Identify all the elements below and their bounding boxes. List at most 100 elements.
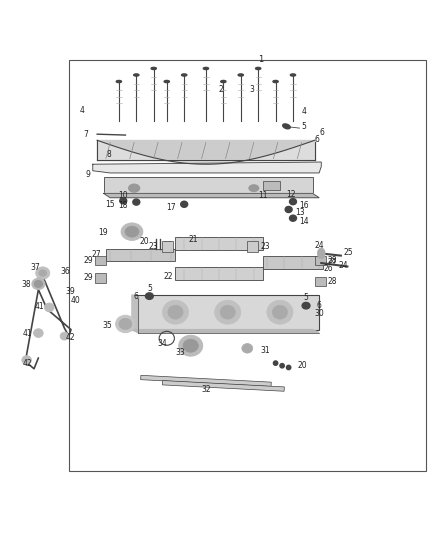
Ellipse shape <box>145 293 153 300</box>
Text: 13: 13 <box>295 208 305 217</box>
Ellipse shape <box>272 305 288 319</box>
Ellipse shape <box>215 300 241 324</box>
Ellipse shape <box>283 124 290 129</box>
Text: 29: 29 <box>83 273 93 282</box>
Text: 3: 3 <box>249 85 254 94</box>
Text: 35: 35 <box>102 321 113 330</box>
Ellipse shape <box>183 339 198 352</box>
Text: 22: 22 <box>164 241 173 250</box>
Text: 15: 15 <box>105 200 115 209</box>
Text: 1: 1 <box>258 54 263 63</box>
Bar <box>247 241 258 252</box>
Text: 34: 34 <box>158 340 167 349</box>
Text: 41: 41 <box>23 329 33 338</box>
Bar <box>315 256 325 265</box>
Polygon shape <box>132 295 138 333</box>
Bar <box>69 60 426 471</box>
Text: 4: 4 <box>79 106 85 115</box>
Bar <box>106 249 176 261</box>
Bar <box>95 256 106 265</box>
Ellipse shape <box>273 80 278 83</box>
Ellipse shape <box>151 67 156 70</box>
Ellipse shape <box>34 329 43 337</box>
Ellipse shape <box>238 74 244 76</box>
Text: 33: 33 <box>175 348 185 357</box>
Text: 20: 20 <box>140 237 149 246</box>
Text: 21: 21 <box>188 235 198 244</box>
Text: 37: 37 <box>31 263 41 272</box>
Ellipse shape <box>255 67 261 70</box>
Ellipse shape <box>285 206 292 213</box>
Text: 27: 27 <box>92 251 102 259</box>
Ellipse shape <box>121 223 143 240</box>
Ellipse shape <box>134 74 139 76</box>
Circle shape <box>280 364 284 368</box>
Ellipse shape <box>318 248 325 259</box>
Bar <box>132 295 319 329</box>
Text: 39: 39 <box>66 287 75 296</box>
Circle shape <box>273 361 278 365</box>
Text: 36: 36 <box>60 267 70 276</box>
Text: 23: 23 <box>148 243 158 252</box>
Bar <box>176 237 262 250</box>
Ellipse shape <box>119 318 132 329</box>
Text: 22: 22 <box>164 272 173 280</box>
Ellipse shape <box>203 67 208 70</box>
Text: 42: 42 <box>66 333 75 342</box>
Bar <box>315 277 325 286</box>
Polygon shape <box>93 162 321 173</box>
Ellipse shape <box>60 332 69 340</box>
Text: 24: 24 <box>339 261 348 270</box>
Ellipse shape <box>45 303 54 312</box>
Ellipse shape <box>242 344 253 353</box>
Text: 6: 6 <box>315 135 320 144</box>
Text: 25: 25 <box>343 248 353 256</box>
Text: 9: 9 <box>86 169 91 179</box>
Ellipse shape <box>290 199 297 205</box>
Ellipse shape <box>220 305 235 319</box>
Text: 24: 24 <box>314 241 324 250</box>
Text: 41: 41 <box>35 302 44 311</box>
Ellipse shape <box>120 198 127 204</box>
Bar <box>262 181 280 190</box>
Ellipse shape <box>302 302 310 309</box>
Text: 6: 6 <box>317 301 322 310</box>
Text: 30: 30 <box>315 309 325 318</box>
Bar <box>95 273 106 282</box>
Text: 5: 5 <box>147 284 152 293</box>
Ellipse shape <box>133 199 140 205</box>
Ellipse shape <box>162 300 188 324</box>
Ellipse shape <box>179 335 203 356</box>
Ellipse shape <box>39 270 47 276</box>
Polygon shape <box>104 193 319 198</box>
Ellipse shape <box>116 80 121 83</box>
Text: 27: 27 <box>328 258 337 267</box>
Ellipse shape <box>290 74 296 76</box>
Text: 4: 4 <box>301 108 306 117</box>
Text: 10: 10 <box>118 191 127 200</box>
Text: 5: 5 <box>302 122 307 131</box>
Text: 7: 7 <box>84 130 88 139</box>
Text: 40: 40 <box>71 296 81 305</box>
Text: 12: 12 <box>286 190 296 199</box>
Text: 14: 14 <box>300 217 309 226</box>
Text: 6: 6 <box>319 128 324 137</box>
Bar <box>104 177 313 193</box>
Text: 5: 5 <box>304 293 308 302</box>
Ellipse shape <box>181 201 187 207</box>
Ellipse shape <box>221 80 226 83</box>
Text: 28: 28 <box>328 277 337 286</box>
Text: 32: 32 <box>201 385 211 394</box>
Circle shape <box>286 365 291 370</box>
Ellipse shape <box>36 267 49 279</box>
Ellipse shape <box>290 215 297 221</box>
Ellipse shape <box>35 281 42 287</box>
Bar <box>162 381 284 391</box>
Text: 20: 20 <box>297 361 307 370</box>
Text: 28: 28 <box>328 256 337 265</box>
Bar <box>141 375 271 386</box>
Text: 42: 42 <box>23 359 32 368</box>
Text: 23: 23 <box>260 243 270 252</box>
Bar <box>176 268 262 280</box>
Ellipse shape <box>116 315 135 333</box>
